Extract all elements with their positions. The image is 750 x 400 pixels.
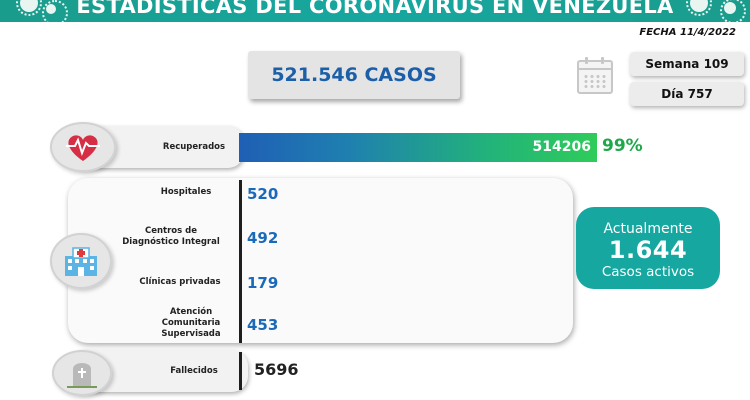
acs-label-line3: Supervisada (161, 329, 221, 339)
acs-value: 453 (247, 316, 279, 334)
recovered-circle (50, 122, 116, 172)
hospitales-value: 520 (247, 185, 279, 203)
acs-label-line2: Comunitaria (161, 318, 221, 328)
acs-label-line1: Atención (169, 307, 213, 317)
cdi-label: Centros de Diagnóstico Integral (110, 226, 232, 248)
recovered-value: 514206 (532, 139, 591, 155)
day-badge: Día 757 (630, 82, 744, 106)
hospitalized-panel (68, 178, 573, 343)
virus-icon (42, 0, 68, 22)
total-cases: 521.546 CASOS (248, 51, 460, 99)
day-label: Día 757 (661, 87, 713, 101)
page-title: ESTADÍSTICAS DEL CORONAVIRUS EN VENEZUEL… (76, 0, 674, 18)
virus-icon (686, 0, 712, 16)
hospital-circle (50, 233, 112, 289)
active-cases-value: 1.644 (608, 236, 688, 264)
week-label: Semana 109 (645, 57, 729, 71)
total-cases-value: 521.546 CASOS (271, 64, 437, 86)
recovered-label: Recuperados (162, 142, 226, 152)
cdi-label-line2: Diagnóstico Integral (122, 237, 220, 247)
cdi-value: 492 (247, 229, 279, 247)
calendar-icon (577, 57, 613, 94)
calendar-grid (583, 74, 607, 90)
active-cases-title: Actualmente (603, 221, 693, 237)
deceased-circle (52, 350, 112, 396)
hospital-icon (65, 247, 97, 276)
recovered-percent: 99% (602, 136, 643, 156)
active-cases-box: Actualmente 1.644 Casos activos (576, 207, 720, 289)
deceased-value: 5696 (254, 360, 299, 379)
header-banner: ESTADÍSTICAS DEL CORONAVIRUS EN VENEZUEL… (0, 0, 750, 22)
week-badge: Semana 109 (630, 52, 744, 76)
date-label: FECHA 11/4/2022 (639, 27, 736, 38)
calendar-ring (585, 57, 588, 64)
divider-line (239, 180, 242, 343)
clinicas-label: Clínicas privadas (139, 277, 221, 287)
acs-label: Atención Comunitaria Supervisada (150, 307, 232, 340)
clinicas-value: 179 (247, 274, 279, 292)
virus-icon (16, 0, 42, 16)
hospitales-label: Hospitales (160, 187, 212, 197)
cdi-label-line1: Centros de (144, 226, 198, 236)
deceased-divider (239, 352, 242, 390)
deceased-label: Fallecidos (170, 366, 218, 376)
heart-pulse-icon (66, 135, 100, 161)
tombstone-icon (67, 363, 97, 388)
calendar-ring (601, 57, 604, 64)
virus-icon (720, 0, 746, 22)
recovered-bar: 514206 (239, 133, 597, 162)
active-cases-caption: Casos activos (601, 264, 695, 280)
